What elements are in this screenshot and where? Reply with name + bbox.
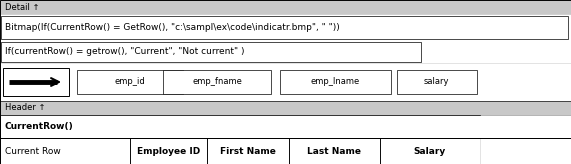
Bar: [77, 70, 183, 94]
Bar: [289, 138, 380, 164]
Text: Last Name: Last Name: [307, 147, 361, 155]
Text: Header ↑: Header ↑: [5, 103, 45, 112]
Bar: [3, 68, 69, 96]
Bar: [0, 0, 571, 14]
Bar: [163, 70, 271, 94]
Bar: [0, 63, 571, 101]
Text: Bitmap(If(CurrentRow() = GetRow(), "c:\sampl\ex\code\indicatr.bmp", " ")): Bitmap(If(CurrentRow() = GetRow(), "c:\s…: [5, 23, 339, 32]
Bar: [1, 42, 421, 62]
Text: salary: salary: [424, 78, 449, 86]
Text: Salary: Salary: [413, 147, 446, 155]
Text: Detail ↑: Detail ↑: [5, 3, 39, 12]
Text: emp_lname: emp_lname: [311, 78, 360, 86]
Bar: [130, 138, 207, 164]
Bar: [380, 138, 480, 164]
Bar: [480, 138, 571, 164]
Bar: [397, 70, 477, 94]
Bar: [207, 138, 289, 164]
Text: Current Row: Current Row: [5, 147, 61, 155]
Bar: [280, 70, 391, 94]
Bar: [0, 40, 571, 63]
Bar: [1, 16, 568, 39]
Bar: [0, 115, 571, 138]
Text: Employee ID: Employee ID: [137, 147, 200, 155]
Text: CurrentRow(): CurrentRow(): [5, 122, 73, 131]
Bar: [0, 101, 571, 115]
Text: If(currentRow() = getrow(), "Current", "Not current" ): If(currentRow() = getrow(), "Current", "…: [5, 47, 244, 56]
Bar: [0, 138, 130, 164]
Text: First Name: First Name: [220, 147, 276, 155]
Text: emp_id: emp_id: [115, 78, 145, 86]
Bar: [0, 14, 571, 40]
Bar: [0, 89, 571, 138]
Text: emp_fname: emp_fname: [192, 78, 242, 86]
